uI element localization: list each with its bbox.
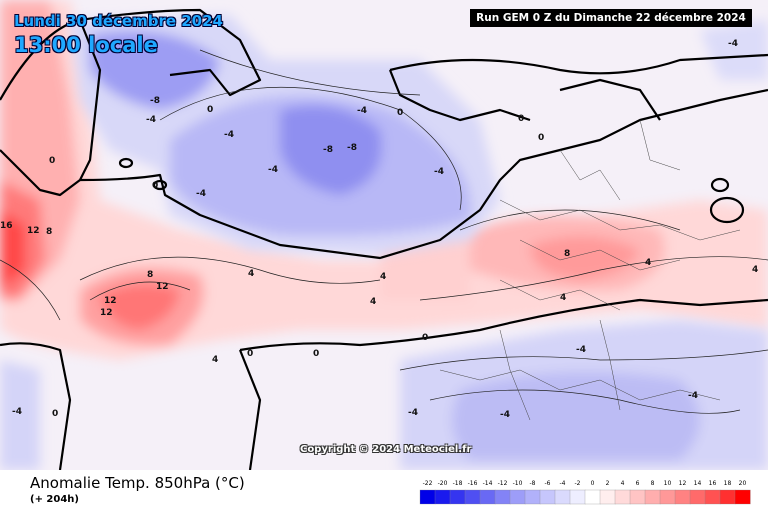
- legend-swatch: [644, 489, 661, 505]
- contour-label: -8: [323, 145, 333, 155]
- contour-label: 12: [156, 282, 169, 292]
- legend-tick-label: 16: [709, 480, 717, 487]
- contour-label: -4: [728, 39, 738, 49]
- contour-label: 0: [49, 156, 55, 166]
- legend-tick-label: 2: [606, 480, 610, 487]
- legend-tick-label: 6: [636, 480, 640, 487]
- legend-tick-label: 4: [621, 480, 625, 487]
- legend-swatch: [659, 489, 676, 505]
- warm-anomaly-fields: [0, 0, 768, 360]
- legend-swatch: [734, 489, 751, 505]
- contour-label: -4: [12, 407, 22, 417]
- contour-label: 8: [46, 227, 52, 237]
- legend-tick-label: -16: [468, 480, 478, 487]
- contour-label: 4: [645, 258, 651, 268]
- contour-label: 4: [248, 269, 254, 279]
- contour-label: 0: [52, 409, 58, 419]
- legend-swatch: [464, 489, 481, 505]
- legend-tick-label: -4: [560, 480, 566, 487]
- contour-label: -4: [576, 345, 586, 355]
- contour-label: -8: [347, 143, 357, 153]
- model-run-info: Run GEM 0 Z du Dimanche 22 décembre 2024: [470, 9, 752, 27]
- legend-swatch: [419, 489, 436, 505]
- contour-label: -4: [146, 115, 156, 125]
- contour-label: 0: [152, 181, 158, 191]
- contour-label: 0: [518, 114, 524, 124]
- contour-label: 12: [27, 226, 40, 236]
- anomaly-contours: [0, 49, 768, 414]
- copyright-notice: Copyright © 2024 Meteociel.fr: [300, 444, 472, 455]
- contour-label: -4: [224, 130, 234, 140]
- legend-swatch: [494, 489, 511, 505]
- legend-swatch: [689, 489, 706, 505]
- contour-label: 8: [147, 270, 153, 280]
- legend-swatch: [479, 489, 496, 505]
- contour-label: 12: [104, 296, 117, 306]
- country-borders: [439, 119, 741, 421]
- legend-swatch: [629, 489, 646, 505]
- temperature-anomaly-map: -8 -8 -8 -4 -4 -4 -4 -4 -4 -4 0 0 0 0 0 …: [0, 0, 768, 470]
- contour-label: -4: [500, 410, 510, 420]
- contour-label: 0: [313, 349, 319, 359]
- legend-tick-label: 18: [724, 480, 732, 487]
- legend-tick-label: -14: [483, 480, 493, 487]
- legend-tick-label: -8: [530, 480, 536, 487]
- legend-tick-label: 8: [651, 480, 655, 487]
- contour-label: 4: [560, 293, 566, 303]
- legend-tick-label: -6: [545, 480, 551, 487]
- lead-time: (+ 204h): [30, 494, 79, 505]
- forecast-time: 13:00 locale: [14, 33, 158, 57]
- contour-label: 4: [370, 297, 376, 307]
- contour-label: -4: [357, 106, 367, 116]
- contour-label: 12: [100, 308, 113, 318]
- contour-label: 8: [564, 249, 570, 259]
- legend-swatch: [434, 489, 451, 505]
- coastlines: [0, 8, 768, 470]
- contour-label: 0: [538, 133, 544, 143]
- contour-label: -4: [196, 189, 206, 199]
- legend-tick-label: -10: [513, 480, 523, 487]
- contour-label: -4: [268, 165, 278, 175]
- legend-swatch: [554, 489, 571, 505]
- legend-tick-label: -2: [575, 480, 581, 487]
- map-title: Anomalie Temp. 850hPa (°C): [30, 474, 245, 492]
- forecast-date: Lundi 30 décembre 2024: [14, 12, 223, 30]
- contour-label: 0: [422, 333, 428, 343]
- contour-label: 4: [380, 272, 386, 282]
- legend-swatch: [704, 489, 721, 505]
- legend-swatch: [674, 489, 691, 505]
- legend-tick-label: 12: [679, 480, 687, 487]
- legend-tick-label: 10: [664, 480, 672, 487]
- legend-swatch: [539, 489, 556, 505]
- contour-label: 4: [212, 355, 218, 365]
- legend-tick-label: 14: [694, 480, 702, 487]
- contour-label: 0: [247, 349, 253, 359]
- legend-swatch: [449, 489, 466, 505]
- contour-label: -4: [434, 167, 444, 177]
- legend-swatch: [614, 489, 631, 505]
- contour-label: 4: [752, 265, 758, 275]
- legend-tick-label: -22: [423, 480, 433, 487]
- legend-swatch: [719, 489, 736, 505]
- contour-label: 0: [207, 105, 213, 115]
- legend-swatch: [509, 489, 526, 505]
- legend-swatch: [584, 489, 601, 505]
- legend-tick-label: -18: [453, 480, 463, 487]
- legend-tick-label: -20: [438, 480, 448, 487]
- legend-tick-label: 20: [739, 480, 747, 487]
- legend-swatch: [569, 489, 586, 505]
- contour-label: -8: [150, 96, 160, 106]
- legend-tick-label: 0: [591, 480, 595, 487]
- contour-label: 16: [0, 221, 13, 231]
- legend-tick-label: -12: [498, 480, 508, 487]
- legend-swatch: [599, 489, 616, 505]
- contour-label: -4: [688, 391, 698, 401]
- legend-swatch: [524, 489, 541, 505]
- contour-label: 0: [397, 108, 403, 118]
- contour-label: -4: [408, 408, 418, 418]
- contour-labels: -8 -8 -8 -4 -4 -4 -4 -4 -4 -4 0 0 0 0 0 …: [0, 39, 758, 420]
